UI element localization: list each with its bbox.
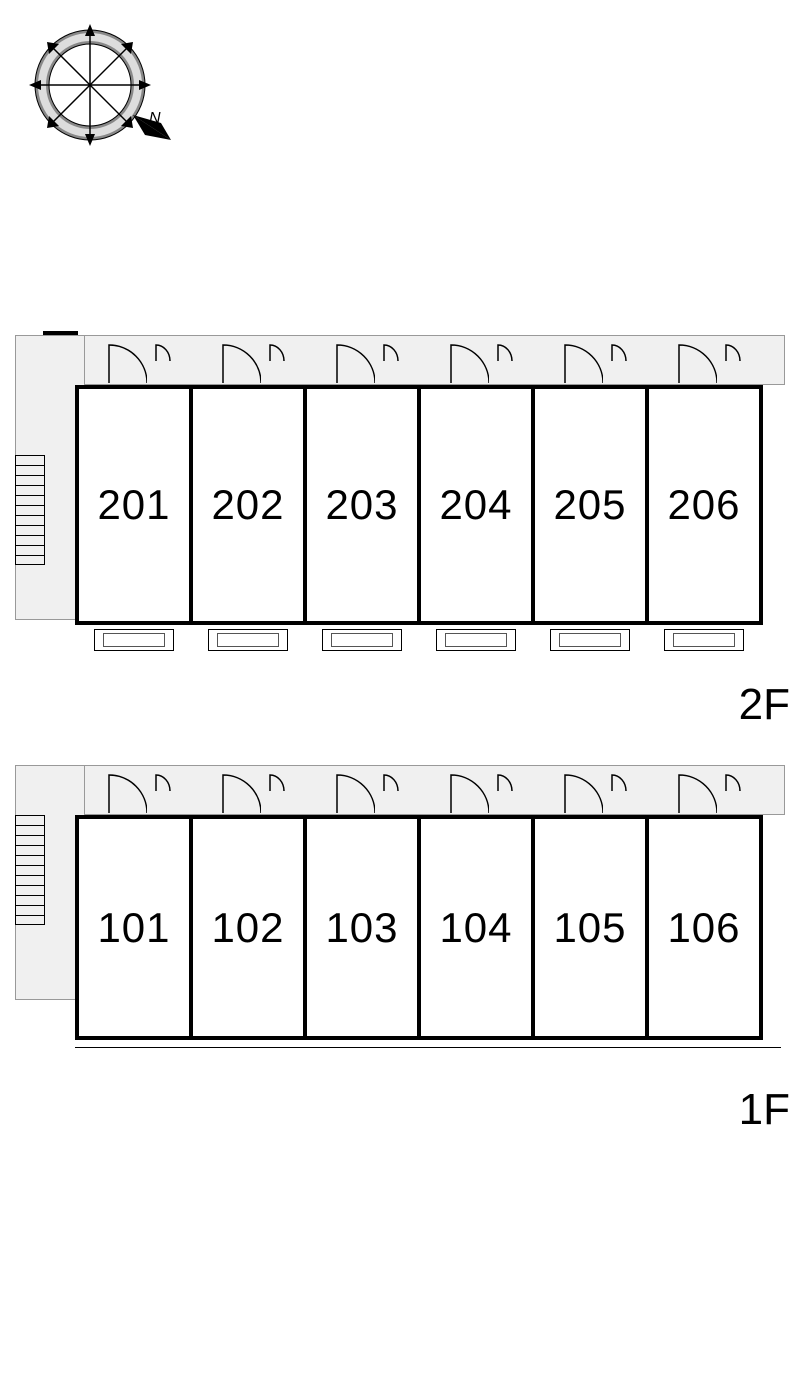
unit-label: 103 xyxy=(325,904,398,952)
unit-label: 102 xyxy=(211,904,284,952)
baseline-1f xyxy=(75,1047,781,1048)
unit-label: 104 xyxy=(439,904,512,952)
unit-103: 103 xyxy=(303,815,421,1040)
stairs-2f xyxy=(15,455,45,565)
unit-205: 205 xyxy=(531,385,649,625)
floor-1f-plan: 101 102 103 104 105 xyxy=(15,765,785,1115)
floor-2f-plan: 201 202 203 204 xyxy=(15,335,785,685)
unit-206: 206 xyxy=(645,385,763,625)
unit-label: 101 xyxy=(97,904,170,952)
unit-101: 101 xyxy=(75,815,193,1040)
units-row-2f: 201 202 203 204 xyxy=(75,385,763,625)
unit-104: 104 xyxy=(417,815,535,1040)
unit-106: 106 xyxy=(645,815,763,1040)
unit-203: 203 xyxy=(303,385,421,625)
unit-105: 105 xyxy=(531,815,649,1040)
balcony xyxy=(436,629,516,651)
unit-201: 201 xyxy=(75,385,193,625)
compass-n-label: N xyxy=(149,110,161,127)
balcony xyxy=(664,629,744,651)
unit-102: 102 xyxy=(189,815,307,1040)
floor-label-2f: 2F xyxy=(739,680,790,730)
unit-label: 204 xyxy=(439,481,512,529)
unit-label: 203 xyxy=(325,481,398,529)
unit-202: 202 xyxy=(189,385,307,625)
unit-label: 206 xyxy=(667,481,740,529)
unit-204: 204 xyxy=(417,385,535,625)
unit-label: 205 xyxy=(553,481,626,529)
corridor-1f xyxy=(40,765,785,815)
balcony xyxy=(94,629,174,651)
units-row-1f: 101 102 103 104 105 xyxy=(75,815,763,1040)
balcony xyxy=(322,629,402,651)
balcony xyxy=(208,629,288,651)
balcony xyxy=(550,629,630,651)
unit-label: 106 xyxy=(667,904,740,952)
unit-label: 202 xyxy=(211,481,284,529)
unit-label: 201 xyxy=(97,481,170,529)
compass-rose: N xyxy=(25,20,185,170)
floor-label-1f: 1F xyxy=(739,1085,790,1135)
unit-label: 105 xyxy=(553,904,626,952)
stairs-1f xyxy=(15,815,45,925)
corridor-2f xyxy=(40,335,785,385)
